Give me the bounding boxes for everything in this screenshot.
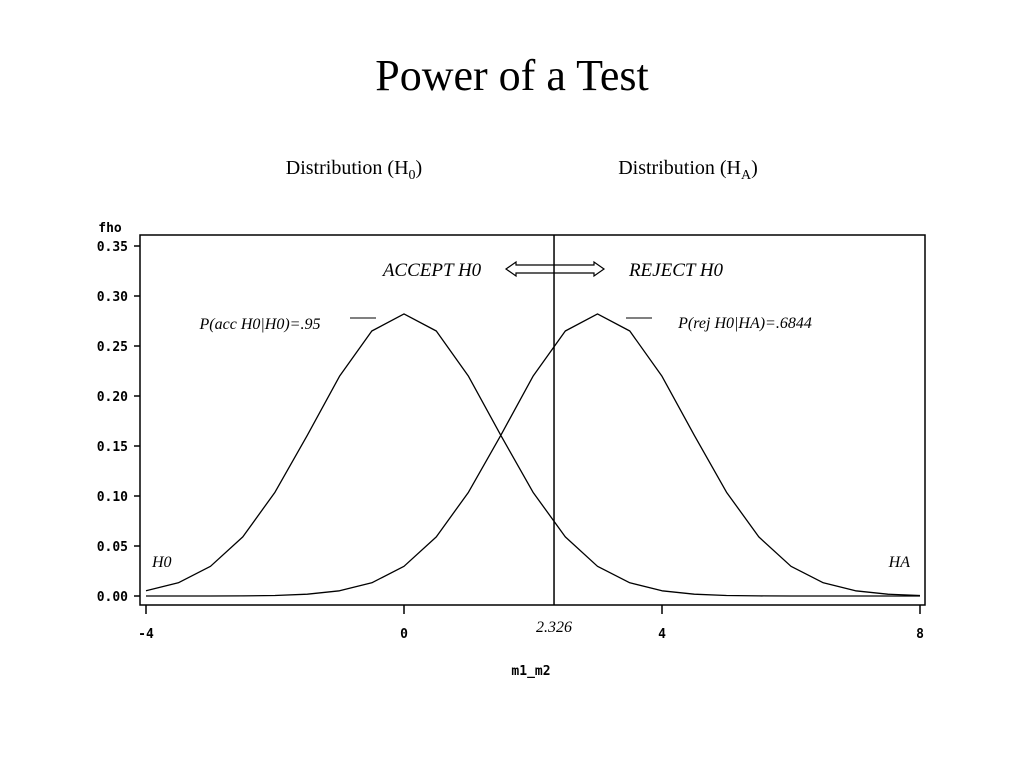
x-tick-label: -4 (138, 627, 154, 642)
annotation: ACCEPT H0 (381, 260, 482, 281)
plot-frame (139, 234, 926, 606)
curve (145, 313, 920, 597)
y-axis-label: fho (98, 221, 122, 236)
annotation: P(rej H0|HA)=.6844 (677, 315, 812, 332)
y-tick-label: 0.30 (97, 290, 128, 305)
y-tick-label: 0.15 (97, 440, 128, 455)
y-tick-label: 0.10 (97, 490, 128, 505)
subtitle-sub: 0 (409, 168, 416, 183)
y-tick-label: 0.05 (97, 540, 128, 555)
legend-label: H0 (151, 554, 172, 571)
subtitle-sub: A (741, 168, 752, 183)
subtitle-end: ) (416, 157, 423, 179)
curve (146, 313, 921, 597)
x-tick-label: 0 (400, 627, 408, 642)
y-tick-label: 0.20 (97, 390, 128, 405)
double-arrow (504, 260, 606, 278)
annotation: REJECT H0 (628, 260, 724, 281)
y-tick-label: 0.35 (97, 240, 128, 255)
subtitle-end: ) (751, 157, 758, 179)
x-axis-label: m1_m2 (511, 664, 550, 679)
legend-label: HA (888, 554, 911, 571)
subtitle: Distribution (H0) (286, 157, 422, 183)
annotation: P(acc H0|H0)=.95 (199, 316, 321, 333)
y-tick-label: 0.00 (97, 590, 128, 605)
subtitle-text: Distribution (H (618, 157, 741, 179)
title: Power of a Test (375, 51, 649, 100)
subtitle: Distribution (HA) (618, 157, 758, 183)
x-tick-label: 8 (916, 627, 924, 642)
subtitle-text: Distribution (H (286, 157, 409, 179)
x-tick-label: 4 (658, 627, 666, 642)
y-tick-label: 0.25 (97, 340, 128, 355)
critical-label: 2.326 (536, 619, 572, 636)
